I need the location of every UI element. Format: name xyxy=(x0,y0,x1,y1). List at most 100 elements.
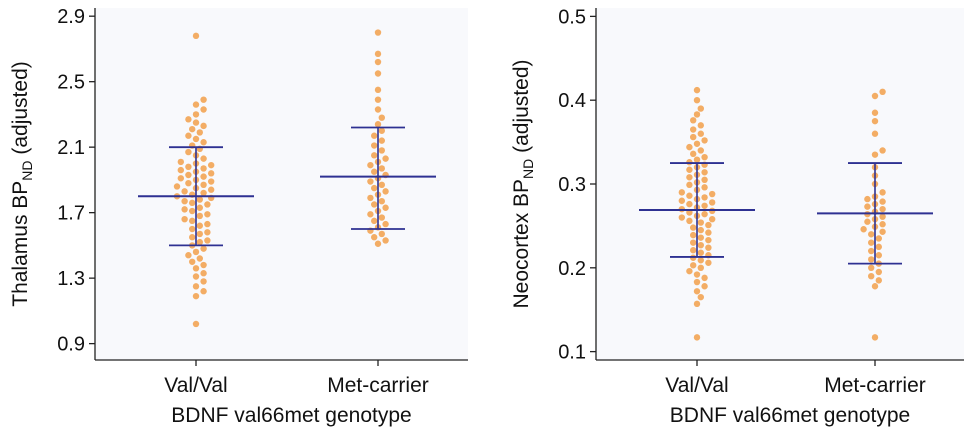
data-point xyxy=(181,216,188,223)
y-tick-label: 0.1 xyxy=(558,342,586,364)
data-point xyxy=(185,148,192,156)
y-tick-label: 1.3 xyxy=(57,268,85,290)
y-tick-label: 2.1 xyxy=(57,137,85,159)
data-point xyxy=(705,244,712,251)
data-point xyxy=(701,169,708,176)
data-point xyxy=(701,202,708,209)
y-tick-label: 0.4 xyxy=(558,90,586,112)
data-point xyxy=(871,117,879,125)
data-point xyxy=(200,165,207,172)
data-point xyxy=(371,217,378,225)
data-point xyxy=(189,125,196,133)
data-point xyxy=(374,50,382,58)
data-point xyxy=(189,234,196,241)
data-point xyxy=(192,135,200,143)
data-point xyxy=(196,230,203,238)
data-point xyxy=(192,101,200,108)
data-point xyxy=(192,119,200,126)
data-point xyxy=(686,217,693,225)
data-point xyxy=(868,231,875,238)
data-point xyxy=(378,165,385,172)
x-axis-title: BDNF val66met genotype xyxy=(171,404,411,427)
data-point xyxy=(697,241,704,249)
data-point xyxy=(207,170,215,177)
data-point xyxy=(374,58,382,66)
chart-panel-1: 0.9 1.3 1.7 2.1 2.5 2.9 Val/Val Met-carrier BDNF… xyxy=(9,6,468,427)
data-point xyxy=(196,212,203,220)
data-point xyxy=(860,226,867,233)
data-point xyxy=(868,272,875,280)
data-point xyxy=(690,247,697,254)
data-point xyxy=(200,122,207,130)
y-tick-label: 0.3 xyxy=(558,174,586,196)
plot-area xyxy=(596,8,964,360)
data-point xyxy=(690,224,697,231)
data-point xyxy=(678,189,686,196)
data-point xyxy=(200,106,207,113)
x-tick-label: Met-carrier xyxy=(327,374,429,397)
y-tick-label: 2.5 xyxy=(57,72,85,94)
data-point xyxy=(382,155,389,162)
data-point xyxy=(697,219,704,226)
data-point xyxy=(690,133,697,141)
data-point xyxy=(378,114,385,121)
y-tick-label: 0.9 xyxy=(57,334,85,356)
data-point xyxy=(697,257,704,264)
data-point xyxy=(705,221,712,229)
data-point xyxy=(686,181,693,189)
data-point xyxy=(879,228,886,235)
data-point xyxy=(697,249,704,256)
data-point xyxy=(686,166,693,173)
data-point xyxy=(879,213,886,220)
x-axis-title: BDNF val66met genotype xyxy=(670,404,910,427)
x-tick-label: Val/Val xyxy=(164,374,227,397)
data-point xyxy=(371,152,378,159)
plot-area xyxy=(95,8,468,360)
data-point xyxy=(204,229,211,236)
data-point xyxy=(697,293,704,301)
data-point xyxy=(181,197,188,205)
data-point xyxy=(367,211,374,218)
data-point xyxy=(382,220,389,228)
data-point xyxy=(701,274,708,282)
data-point xyxy=(189,199,196,207)
data-point xyxy=(879,147,886,154)
data-point xyxy=(177,158,185,166)
data-point xyxy=(864,218,871,225)
data-point xyxy=(200,189,207,197)
data-point xyxy=(207,178,215,185)
data-point xyxy=(693,271,701,278)
data-point xyxy=(693,278,701,286)
data-point xyxy=(690,117,697,124)
data-point xyxy=(697,147,704,154)
data-point xyxy=(871,92,879,100)
x-tick-label: Met-carrier xyxy=(824,374,926,397)
data-point xyxy=(189,207,196,215)
data-point xyxy=(871,283,879,290)
data-point xyxy=(192,265,200,272)
data-point xyxy=(192,292,200,300)
data-point xyxy=(371,132,378,139)
data-point xyxy=(693,334,701,341)
data-point xyxy=(708,216,716,223)
data-point xyxy=(875,252,882,259)
data-point xyxy=(382,204,389,211)
data-point xyxy=(693,300,701,308)
data-point xyxy=(875,268,882,276)
y-tick-label: 1.7 xyxy=(57,203,85,225)
data-point xyxy=(185,252,192,259)
data-point xyxy=(200,181,207,189)
data-point xyxy=(367,178,374,185)
data-point xyxy=(701,137,708,144)
data-point xyxy=(189,258,196,265)
data-point xyxy=(200,288,207,295)
data-point xyxy=(374,240,382,247)
data-point xyxy=(868,256,875,263)
data-point xyxy=(864,195,871,203)
data-point xyxy=(374,96,382,103)
data-point xyxy=(192,273,200,280)
data-point xyxy=(192,320,200,328)
data-point xyxy=(382,237,389,244)
y-tick-label: 2.9 xyxy=(57,6,85,28)
y-axis-title: Neocortex BPND (adjusted) xyxy=(510,59,536,308)
